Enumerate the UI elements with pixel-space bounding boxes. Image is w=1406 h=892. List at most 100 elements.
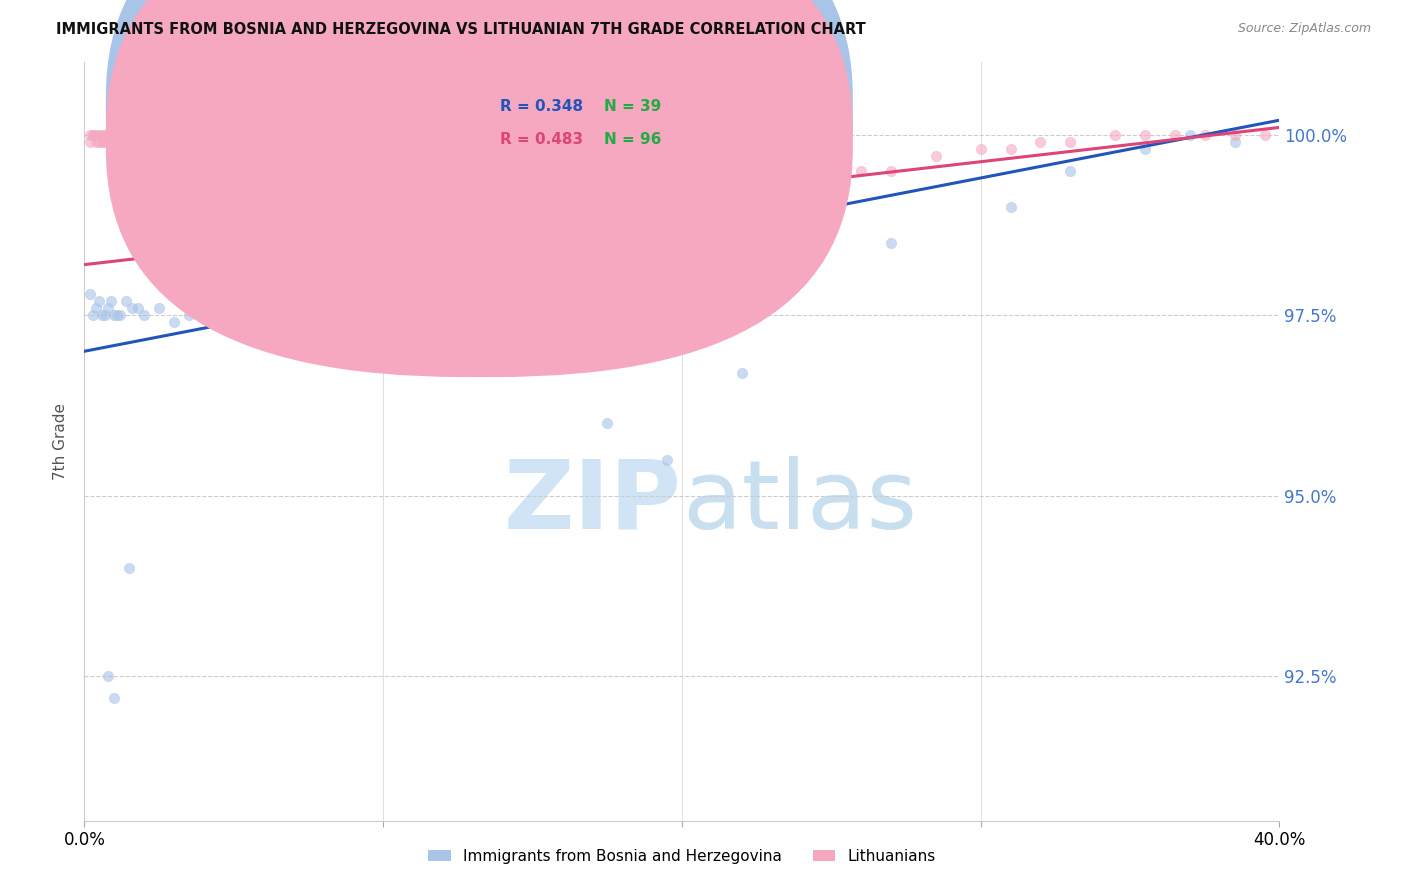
Point — [447, 171, 470, 186]
Point — [349, 163, 371, 178]
Point — [461, 171, 484, 186]
Point — [124, 128, 146, 142]
Point — [1059, 163, 1081, 178]
Point — [82, 128, 104, 142]
Point — [94, 308, 117, 322]
Point — [121, 301, 143, 315]
Point — [461, 308, 484, 322]
Point — [94, 128, 117, 142]
Point — [1253, 128, 1275, 142]
Point — [253, 149, 276, 163]
Point — [91, 308, 114, 322]
Point — [100, 135, 122, 149]
Point — [1059, 135, 1081, 149]
Point — [82, 308, 104, 322]
Y-axis label: 7th Grade: 7th Grade — [53, 403, 69, 480]
Point — [94, 135, 117, 149]
Point — [103, 308, 125, 322]
Point — [89, 135, 111, 149]
Point — [307, 156, 329, 170]
Point — [177, 308, 200, 322]
Point — [139, 135, 162, 149]
Point — [112, 135, 135, 149]
Point — [105, 308, 128, 322]
Point — [118, 561, 141, 575]
Point — [127, 301, 149, 315]
Point — [267, 293, 290, 308]
Point — [115, 128, 138, 142]
Point — [121, 135, 143, 149]
Point — [790, 178, 813, 193]
Legend: Immigrants from Bosnia and Herzegovina, Lithuanians: Immigrants from Bosnia and Herzegovina, … — [422, 843, 942, 870]
Point — [112, 135, 135, 149]
Point — [118, 135, 141, 149]
Point — [761, 178, 783, 193]
Point — [148, 301, 170, 315]
Point — [522, 178, 544, 193]
Point — [79, 135, 101, 149]
Point — [357, 156, 380, 170]
Point — [402, 163, 425, 178]
FancyBboxPatch shape — [105, 0, 853, 377]
Point — [86, 128, 108, 142]
Point — [105, 135, 128, 149]
Text: Source: ZipAtlas.com: Source: ZipAtlas.com — [1237, 22, 1371, 36]
Point — [318, 163, 340, 178]
Point — [79, 286, 101, 301]
Point — [163, 142, 186, 156]
Point — [1000, 142, 1022, 156]
Point — [731, 186, 754, 200]
Point — [153, 142, 176, 156]
Point — [671, 200, 693, 214]
Point — [110, 308, 132, 322]
Point — [115, 293, 138, 308]
Point — [110, 135, 132, 149]
Point — [89, 293, 111, 308]
Point — [169, 142, 191, 156]
Point — [97, 669, 120, 683]
Point — [91, 128, 114, 142]
Point — [1178, 128, 1201, 142]
Point — [97, 301, 120, 315]
Point — [581, 193, 603, 207]
Text: R = 0.483: R = 0.483 — [501, 132, 583, 147]
Point — [820, 171, 842, 186]
Point — [132, 308, 156, 322]
Point — [91, 135, 114, 149]
Point — [97, 128, 120, 142]
Point — [851, 163, 873, 178]
Point — [416, 171, 439, 186]
Point — [1029, 135, 1052, 149]
Point — [655, 452, 678, 467]
Point — [970, 142, 993, 156]
Point — [118, 128, 141, 142]
Point — [432, 163, 454, 178]
Point — [208, 149, 231, 163]
Point — [160, 135, 183, 149]
Point — [297, 301, 319, 315]
Point — [655, 344, 678, 359]
Point — [217, 142, 239, 156]
FancyBboxPatch shape — [449, 81, 700, 165]
Point — [148, 272, 170, 286]
Point — [198, 142, 221, 156]
Point — [145, 142, 167, 156]
Point — [127, 135, 149, 149]
Text: IMMIGRANTS FROM BOSNIA AND HERZEGOVINA VS LITHUANIAN 7TH GRADE CORRELATION CHART: IMMIGRANTS FROM BOSNIA AND HERZEGOVINA V… — [56, 22, 866, 37]
Point — [1194, 128, 1216, 142]
Point — [880, 235, 903, 250]
Point — [336, 156, 359, 170]
Point — [357, 308, 380, 322]
Point — [97, 135, 120, 149]
Point — [79, 128, 101, 142]
Point — [174, 149, 197, 163]
Point — [129, 135, 152, 149]
Point — [103, 128, 125, 142]
Point — [1133, 142, 1156, 156]
Point — [312, 308, 335, 322]
Point — [596, 315, 619, 329]
Point — [1000, 200, 1022, 214]
Point — [86, 135, 108, 149]
Point — [100, 128, 122, 142]
Point — [228, 149, 252, 163]
